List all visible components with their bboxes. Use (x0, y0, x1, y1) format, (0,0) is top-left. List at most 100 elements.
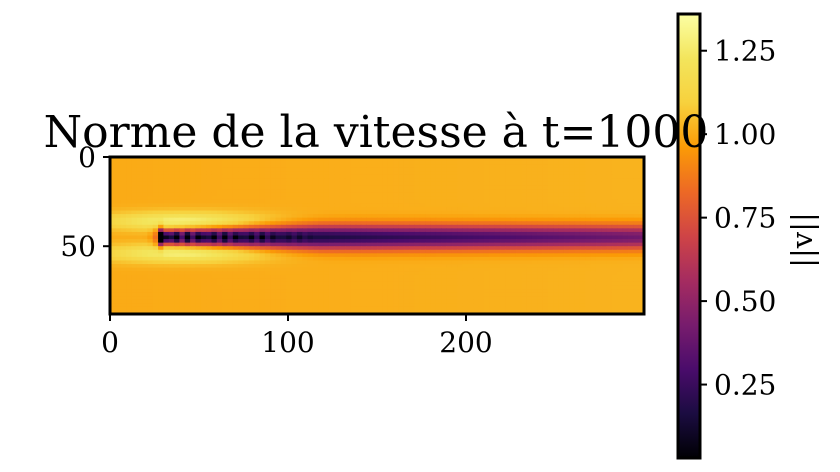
heatmap-cell (382, 206, 389, 212)
heatmap-cell (579, 303, 586, 308)
heatmap-cell (617, 167, 624, 172)
heatmap-cell (115, 164, 122, 169)
heatmap-cell (200, 203, 207, 208)
heatmap-cell (184, 178, 191, 183)
heatmap-cell (585, 224, 592, 229)
heatmap-cell (275, 246, 282, 251)
heatmap-cell (344, 157, 351, 162)
heatmap-cell (163, 278, 170, 283)
heatmap-cell (184, 271, 191, 276)
heatmap-cell (446, 174, 453, 180)
heatmap-cell (270, 210, 277, 215)
heatmap-cell (195, 299, 202, 304)
heatmap-cell (494, 303, 501, 308)
heatmap-cell (248, 267, 255, 272)
heatmap-cell (243, 285, 250, 290)
heatmap-cell (179, 174, 186, 180)
heatmap-cell (371, 260, 378, 265)
heatmap-cell (216, 310, 223, 314)
heatmap-cell (606, 217, 613, 222)
heatmap-cell (446, 264, 453, 269)
heatmap-cell (489, 310, 496, 314)
heatmap-cell (115, 160, 122, 165)
heatmap-cell (638, 178, 644, 183)
heatmap-cell (595, 167, 602, 172)
heatmap-cell (120, 199, 127, 204)
heatmap-cell (478, 178, 485, 183)
heatmap-cell (371, 160, 378, 165)
heatmap-cell (521, 210, 528, 215)
heatmap-cell (264, 246, 271, 251)
heatmap-cell (515, 196, 522, 201)
heatmap-cell (243, 267, 250, 272)
heatmap-cell (515, 181, 522, 187)
heatmap-cell (531, 217, 538, 222)
heatmap-cell (195, 303, 202, 308)
heatmap-cell (302, 306, 309, 312)
heatmap-cell (355, 214, 362, 219)
heatmap-cell (360, 167, 367, 172)
heatmap-cell (142, 160, 148, 165)
heatmap-cell (179, 306, 186, 312)
heatmap-cell (553, 306, 560, 312)
heatmap-cell (478, 310, 485, 314)
heatmap-cell (617, 221, 624, 226)
heatmap-cell (569, 185, 576, 190)
heatmap-cell (419, 235, 426, 240)
heatmap-cell (227, 239, 234, 244)
heatmap-cell (142, 296, 148, 301)
heatmap-cell (371, 164, 378, 169)
heatmap-cell (216, 203, 223, 208)
heatmap-cell (611, 264, 618, 269)
heatmap-cell (521, 253, 528, 258)
heatmap-cell (633, 242, 640, 247)
heatmap-cell (339, 260, 346, 265)
heatmap-cell (611, 299, 618, 304)
heatmap-cell (264, 306, 271, 312)
heatmap-cell (152, 260, 159, 265)
heatmap-cell (505, 274, 512, 279)
heatmap-cell (473, 164, 480, 169)
heatmap-cell (232, 196, 239, 201)
heatmap-cell (328, 289, 335, 294)
heatmap-cell (382, 214, 389, 219)
heatmap-cell (590, 228, 597, 233)
heatmap-cell (222, 306, 229, 312)
heatmap-cell (595, 221, 602, 226)
heatmap-cell (462, 285, 469, 290)
heatmap-cell (190, 278, 197, 283)
heatmap-cell (585, 210, 592, 215)
heatmap-cell (473, 174, 480, 180)
heatmap-cell (457, 181, 464, 187)
heatmap-cell (569, 160, 576, 165)
heatmap-cell (126, 178, 132, 183)
heatmap-cell (190, 274, 197, 279)
heatmap-cell (457, 274, 464, 279)
heatmap-cell (344, 285, 351, 290)
heatmap-cell (222, 214, 229, 219)
heatmap-cell (195, 264, 202, 269)
heatmap-cell (302, 206, 309, 212)
heatmap-cell (264, 292, 271, 297)
heatmap-cell (393, 256, 399, 262)
heatmap-cell (174, 256, 181, 262)
heatmap-cell (163, 274, 170, 279)
heatmap-cell (211, 246, 218, 251)
heatmap-cell (547, 296, 554, 301)
heatmap-cell (542, 310, 549, 314)
heatmap-cell (174, 185, 181, 190)
heatmap-cell (318, 235, 325, 240)
heatmap-cell (328, 231, 335, 237)
heatmap-cell (200, 306, 207, 312)
heatmap-cell (115, 274, 122, 279)
heatmap-cell (579, 289, 586, 294)
heatmap-cell (531, 160, 538, 165)
heatmap-cell (371, 239, 378, 244)
heatmap-cell (264, 181, 271, 187)
heatmap-cell (328, 310, 335, 314)
heatmap-cell (590, 278, 597, 283)
heatmap-cell (425, 274, 431, 279)
heatmap-cell (360, 217, 367, 222)
heatmap-cell (275, 196, 282, 201)
heatmap-cell (334, 274, 341, 279)
